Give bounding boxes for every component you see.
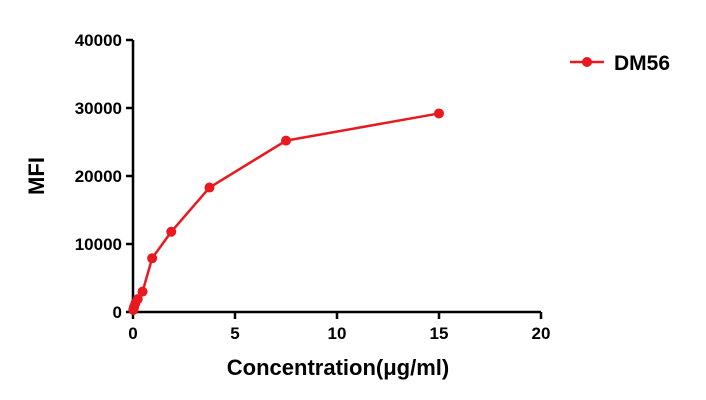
x-tick-label: 10 [328,324,347,343]
x-tick-label: 5 [230,324,239,343]
axes [131,40,541,314]
y-tick-label: 10000 [75,235,122,254]
x-tick-label: 0 [128,324,137,343]
y-tick-label: 30000 [75,99,122,118]
y-tick-label: 0 [113,303,122,322]
data-point [147,253,158,264]
data-point [434,108,444,119]
axis-ticks: 0 10000 20000 30000 40000 0 5 10 15 20 [75,31,551,343]
legend: DM56 [570,52,670,75]
data-point [137,286,148,297]
x-tick-label: 15 [430,324,449,343]
data-point [132,294,143,305]
legend-label: DM56 [614,52,670,75]
x-axis-title: Concentration(μg/ml) [227,355,449,380]
data-point [281,135,291,146]
data-point [166,226,177,237]
y-tick-label: 40000 [75,31,122,50]
x-tick-label: 20 [532,324,551,343]
series-layer [128,108,444,315]
y-tick-label: 20000 [75,167,122,186]
legend-marker [582,57,592,67]
y-axis-title: MFI [24,157,49,195]
data-point [204,182,215,193]
